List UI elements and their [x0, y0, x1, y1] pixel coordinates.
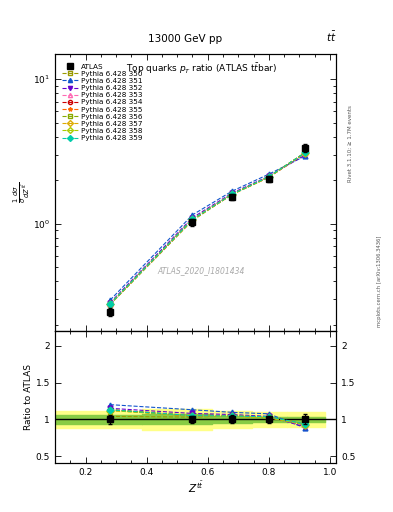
Text: ATLAS_2020_I1801434: ATLAS_2020_I1801434: [158, 266, 245, 274]
Text: Top quarks $p_T$ ratio (ATLAS t$\bar{t}$bar): Top quarks $p_T$ ratio (ATLAS t$\bar{t}$…: [126, 61, 277, 76]
Text: $t\bar{t}$: $t\bar{t}$: [325, 29, 336, 44]
Text: 13000 GeV pp: 13000 GeV pp: [148, 33, 222, 44]
Y-axis label: $\frac{1}{\sigma}\frac{d\sigma}{dZ^{t\bar{t}}}$: $\frac{1}{\sigma}\frac{d\sigma}{dZ^{t\ba…: [11, 182, 31, 203]
Text: Rivet 3.1.10; ≥ 1.7M events: Rivet 3.1.10; ≥ 1.7M events: [348, 105, 353, 182]
X-axis label: $Z^{t\bar{t}}$: $Z^{t\bar{t}}$: [187, 480, 204, 495]
Text: mcplots.cern.ch [arXiv:1306.3436]: mcplots.cern.ch [arXiv:1306.3436]: [377, 236, 382, 327]
Y-axis label: Ratio to ATLAS: Ratio to ATLAS: [24, 365, 33, 430]
Legend: ATLAS, Pythia 6.428 350, Pythia 6.428 351, Pythia 6.428 352, Pythia 6.428 353, P: ATLAS, Pythia 6.428 350, Pythia 6.428 35…: [61, 63, 143, 142]
